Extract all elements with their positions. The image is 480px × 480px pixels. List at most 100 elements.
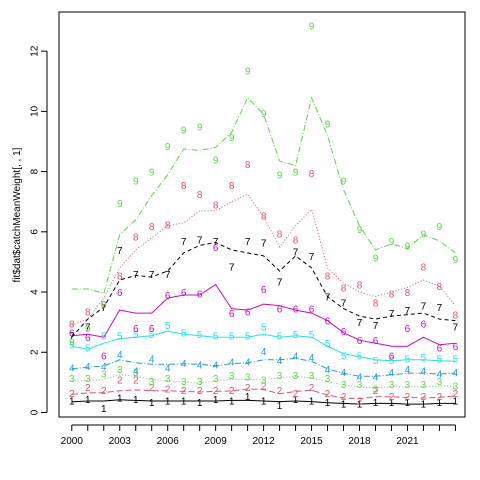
series-4-line xyxy=(71,357,456,377)
x-tick-label: 2021 xyxy=(396,436,419,447)
series-7-point: 7 xyxy=(277,278,283,289)
series-8-point: 8 xyxy=(213,201,219,212)
series-4-point: 4 xyxy=(165,363,171,374)
series-9-point: 9 xyxy=(437,222,443,233)
series-8-point: 8 xyxy=(357,281,363,292)
series-7-point: 7 xyxy=(453,323,459,334)
y-axis: 0 2 4 6 8 10 12 xyxy=(30,45,48,415)
series-5-point: 5 xyxy=(181,329,187,340)
series-2-point: 2 xyxy=(421,392,427,403)
series-4-point: 4 xyxy=(245,357,251,368)
series-6-point: 6 xyxy=(229,309,235,320)
series-7-point: 7 xyxy=(197,235,203,246)
series-3-point: 3 xyxy=(277,371,283,382)
series-5-point: 5 xyxy=(149,330,155,341)
series-9-point: 9 xyxy=(85,324,91,335)
series-3-point: 3 xyxy=(421,380,427,391)
series-5-point: 5 xyxy=(421,353,427,364)
series-7-line xyxy=(71,241,456,338)
series-7-point: 7 xyxy=(261,238,267,249)
series-8-point: 8 xyxy=(101,300,107,311)
series-6-point: 6 xyxy=(181,288,187,299)
series-1-point: 1 xyxy=(389,398,395,409)
series-4-point: 4 xyxy=(341,368,347,379)
series-7-point: 7 xyxy=(181,237,187,248)
series-6-point: 6 xyxy=(357,336,363,347)
series-7-point: 7 xyxy=(165,270,171,281)
series-9-point: 9 xyxy=(421,229,427,240)
series-3-point: 3 xyxy=(165,374,171,385)
series-9-point: 9 xyxy=(325,119,331,130)
series-7-point: 7 xyxy=(421,302,427,313)
series-7-point: 7 xyxy=(325,293,331,304)
series-2-point: 2 xyxy=(149,383,155,394)
x-tick-label: 2006 xyxy=(157,436,180,447)
series-8-point: 8 xyxy=(133,232,139,243)
series-2-point: 2 xyxy=(325,389,331,400)
series-9-point: 9 xyxy=(213,156,219,167)
series-3-point: 3 xyxy=(181,377,187,388)
x-axis: 2000 2003 2006 2009 2012 2015 2018 2021 xyxy=(61,424,456,447)
series-5-point: 5 xyxy=(357,351,363,362)
series-3-point: 3 xyxy=(85,374,91,385)
series-6-point: 6 xyxy=(69,329,75,340)
series-6-point: 6 xyxy=(261,285,267,296)
series-6-point: 6 xyxy=(101,351,107,362)
series-5-point: 5 xyxy=(373,356,379,367)
y-tick-label: 10 xyxy=(30,105,41,117)
series-2-point: 2 xyxy=(213,386,219,397)
series-9-point: 9 xyxy=(293,168,299,179)
series-5: 5 55 5 5 555 5 5 5 555 5 555 5 5 5 5 5 5 5 xyxy=(69,321,459,367)
series-7-point: 7 xyxy=(245,237,251,248)
series-6-point: 6 xyxy=(133,324,139,335)
series-9-point: 9 xyxy=(149,168,155,179)
x-tick-label: 2018 xyxy=(348,436,371,447)
series-6-point: 6 xyxy=(197,290,203,301)
series-1-point: 1 xyxy=(149,398,155,409)
series-8-point: 8 xyxy=(389,290,395,301)
series-9-point: 9 xyxy=(341,177,347,188)
series-5-point: 5 xyxy=(293,330,299,341)
series-2-point: 2 xyxy=(277,386,283,397)
series-6-point: 6 xyxy=(325,317,331,328)
series-7-point: 7 xyxy=(133,270,139,281)
series-1-line xyxy=(71,399,456,405)
series-5-point: 5 xyxy=(245,332,251,343)
series-3-point: 3 xyxy=(117,365,123,376)
series-7-point: 7 xyxy=(357,318,363,329)
series-8-point: 8 xyxy=(373,299,379,310)
series-5-point: 5 xyxy=(213,332,219,343)
series-8-point: 8 xyxy=(117,271,123,282)
series-5-point: 5 xyxy=(325,339,331,350)
series-7-point: 7 xyxy=(85,323,91,334)
series-7-point: 7 xyxy=(373,321,379,332)
series-4-point: 4 xyxy=(229,357,235,368)
series-9-point: 9 xyxy=(389,237,395,248)
series-4-point: 4 xyxy=(421,366,427,377)
series-5-point: 5 xyxy=(117,332,123,343)
series-7-point: 7 xyxy=(437,303,443,314)
series-8-point: 8 xyxy=(341,284,347,295)
series-2-point: 2 xyxy=(181,386,187,397)
series-5-point: 5 xyxy=(309,330,315,341)
series-3-point: 3 xyxy=(213,374,219,385)
series-4-point: 4 xyxy=(133,366,139,377)
series-8-point: 8 xyxy=(229,181,235,192)
series-2-point: 2 xyxy=(245,383,251,394)
series-2-point: 2 xyxy=(261,381,267,392)
series-5-point: 5 xyxy=(389,356,395,367)
series-2-point: 2 xyxy=(341,392,347,403)
series-1-point: 1 xyxy=(277,401,283,412)
series-2-point: 2 xyxy=(117,375,123,386)
series-3-point: 3 xyxy=(133,368,139,379)
series-8-point: 8 xyxy=(245,160,251,171)
series-2-point: 2 xyxy=(453,389,459,400)
series-1-point: 1 xyxy=(293,395,299,406)
series-4-point: 4 xyxy=(389,368,395,379)
series-1-point: 1 xyxy=(405,398,411,409)
series-1-point: 1 xyxy=(133,395,139,406)
series-9-point: 9 xyxy=(165,142,171,153)
series-1: 1 111 1 1 1 1 1 1 1 1 1 11 1 1 1 1 1 1 1 1 1 1 xyxy=(69,392,459,415)
